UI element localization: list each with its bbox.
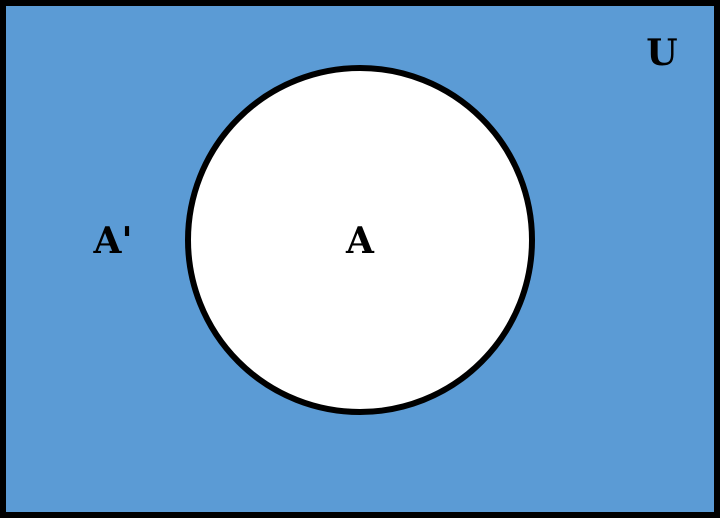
set-a-circle bbox=[185, 65, 535, 415]
set-a-label: A bbox=[345, 220, 375, 262]
complement-label: A' bbox=[93, 220, 133, 262]
universe-label: U bbox=[646, 32, 677, 74]
